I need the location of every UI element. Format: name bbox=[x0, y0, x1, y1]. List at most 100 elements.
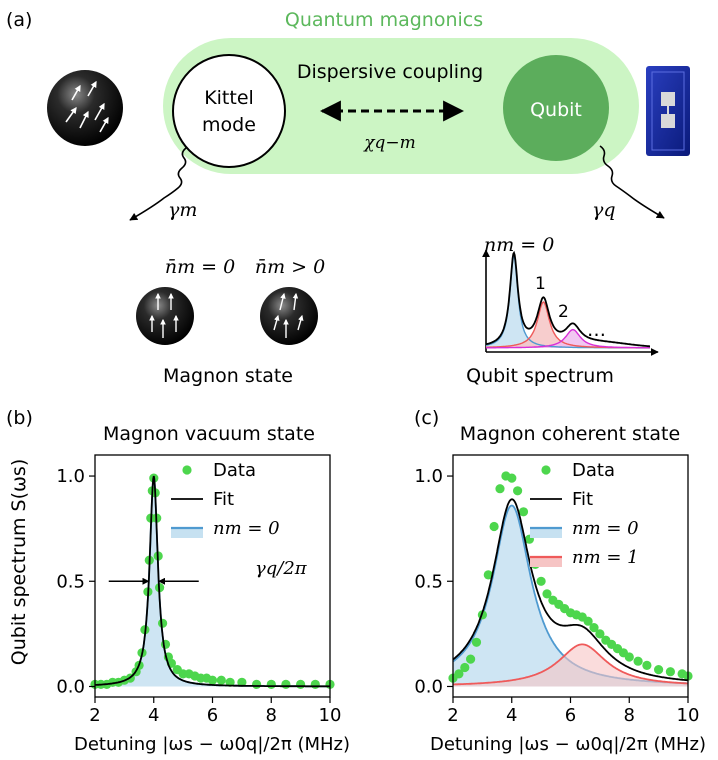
data-point bbox=[310, 679, 320, 690]
panel-a: (a) Quantum magnonics Dispersive couplin… bbox=[6, 9, 690, 387]
panel-a-title: Quantum magnonics bbox=[285, 9, 483, 31]
component-1-fill bbox=[453, 644, 688, 687]
qubit-label: Qubit bbox=[530, 99, 582, 121]
data-point bbox=[483, 570, 493, 580]
data-point bbox=[536, 576, 546, 586]
data-point bbox=[160, 639, 171, 650]
peak-2-label: 2 bbox=[558, 302, 569, 322]
panel-b-label: (b) bbox=[6, 407, 33, 429]
component-0-fill bbox=[453, 505, 688, 687]
data-point bbox=[624, 652, 634, 662]
nm-zero-label: nm = 0 bbox=[484, 234, 554, 256]
legend-label: Fit bbox=[213, 489, 234, 510]
data-point bbox=[595, 629, 605, 639]
kittel-label-line2: mode bbox=[202, 114, 256, 136]
chart-b-plot: 2 4 6 8 10 0.0 0.5 1.0 Data Fit nm = 0 bbox=[56, 454, 342, 726]
fit-line bbox=[94, 475, 330, 688]
magnet-sphere-icon bbox=[47, 70, 123, 146]
panel-b: (b) Magnon vacuum state Qubit spectrum S… bbox=[6, 407, 350, 755]
gamma-q-label: γq bbox=[592, 199, 616, 221]
data-point bbox=[654, 665, 664, 675]
shared-y-axis-label: Qubit spectrum S(ωs) bbox=[8, 459, 30, 665]
panel-a-label: (a) bbox=[6, 9, 32, 31]
panel-c-label: (c) bbox=[414, 407, 439, 429]
x-tick-label: 6 bbox=[565, 705, 576, 726]
panel-c: (c) Magnon coherent state Detuning |ωs −… bbox=[414, 407, 706, 755]
legend-marker-data bbox=[541, 465, 551, 475]
data-point bbox=[665, 667, 676, 677]
data-point bbox=[507, 473, 517, 483]
x-tick-label: 2 bbox=[89, 705, 100, 726]
data-point bbox=[583, 616, 593, 626]
inset-total-line bbox=[485, 250, 650, 348]
legend-marker-fill bbox=[530, 528, 562, 538]
legend-label: Fit bbox=[572, 489, 593, 510]
coupling-label: Dispersive coupling bbox=[297, 61, 483, 83]
chart-c-x-axis-label: Detuning |ωs − ω0q|/2π (MHz) bbox=[430, 734, 706, 755]
x-tick-label: 2 bbox=[447, 705, 458, 726]
legend-label: nm = 1 bbox=[572, 547, 639, 568]
component-1-line bbox=[453, 643, 689, 686]
qubit-spectrum-label: Qubit spectrum bbox=[466, 365, 614, 387]
y-tick-label: 0.5 bbox=[56, 571, 85, 592]
chart-c-title: Magnon coherent state bbox=[460, 423, 680, 445]
magnon-state-label: Magnon state bbox=[163, 365, 293, 387]
qubit-circle bbox=[503, 55, 609, 161]
vacuum-magnon-sphere-icon bbox=[136, 287, 194, 345]
data-point bbox=[466, 654, 476, 664]
gamma-m-label: γm bbox=[168, 199, 197, 221]
nbar-zero-label: n̄m = 0 bbox=[165, 256, 235, 278]
y-tick-label: 0.5 bbox=[414, 571, 443, 592]
kittel-mode-circle bbox=[172, 54, 286, 168]
nbar-positive-label: n̄m > 0 bbox=[255, 256, 325, 278]
data-point bbox=[642, 660, 652, 671]
data-point bbox=[495, 484, 505, 494]
data-point bbox=[589, 623, 599, 633]
x-tick-label: 10 bbox=[319, 705, 342, 726]
data-point bbox=[266, 679, 276, 690]
qubit-decay-arrow bbox=[599, 145, 665, 219]
chart-b-x-axis-label: Detuning |ωs − ω0q|/2π (MHz) bbox=[74, 734, 350, 755]
data-point bbox=[513, 486, 523, 496]
x-tick-label: 8 bbox=[266, 705, 277, 726]
inset-peak-2-fill bbox=[486, 329, 650, 348]
chart-b-title: Magnon vacuum state bbox=[103, 423, 315, 445]
y-tick-label: 0.0 bbox=[414, 676, 443, 697]
data-point bbox=[237, 677, 247, 687]
legend-label: Data bbox=[572, 460, 615, 481]
chart-c-plot: 2 4 6 8 10 0.0 0.5 1.0 Data Fit nm = 0 nm = 1 bbox=[414, 454, 700, 726]
data-point bbox=[542, 589, 552, 599]
gamma-q-linewidth-label: γq/2π bbox=[255, 558, 308, 579]
legend-marker-fill bbox=[171, 528, 203, 538]
y-tick-label: 1.0 bbox=[56, 466, 85, 487]
y-tick-label: 1.0 bbox=[414, 466, 443, 487]
x-tick-label: 8 bbox=[624, 705, 635, 726]
legend-marker-data bbox=[182, 465, 192, 475]
inset-peak-2-line bbox=[486, 328, 651, 349]
data-point bbox=[296, 679, 306, 690]
data-point bbox=[454, 669, 464, 679]
x-tick-label: 6 bbox=[207, 705, 218, 726]
ellipsis-label: … bbox=[587, 319, 606, 341]
x-tick-label: 4 bbox=[148, 705, 159, 726]
peak-1-label: 1 bbox=[535, 274, 546, 294]
data-point bbox=[518, 507, 529, 517]
data-point bbox=[633, 656, 643, 666]
x-tick-label: 10 bbox=[677, 705, 700, 726]
data-point bbox=[460, 662, 470, 673]
kittel-label-line1: Kittel bbox=[204, 87, 254, 109]
data-point bbox=[207, 675, 218, 685]
data-point bbox=[489, 521, 499, 532]
legend-label: Data bbox=[213, 460, 256, 481]
data-point bbox=[158, 618, 168, 628]
legend-label: nm = 0 bbox=[572, 518, 639, 539]
component-0-fill bbox=[95, 476, 330, 687]
legend-label: nm = 0 bbox=[213, 518, 280, 539]
legend-marker-fill bbox=[530, 557, 562, 567]
fit-line bbox=[452, 498, 688, 682]
chi-label: χq−m bbox=[363, 133, 416, 153]
excited-magnon-sphere-icon bbox=[260, 287, 318, 345]
inset-qubit-spectrum bbox=[482, 249, 659, 356]
data-point bbox=[471, 637, 482, 647]
